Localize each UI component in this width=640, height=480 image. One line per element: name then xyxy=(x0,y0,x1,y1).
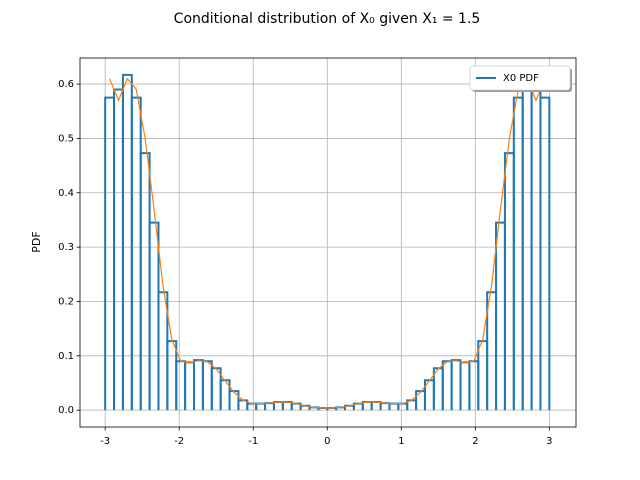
y-tick-label: 0.2 xyxy=(58,296,74,307)
x-tick-label: 3 xyxy=(546,436,552,447)
y-tick-label: 0.6 xyxy=(58,79,74,90)
plot-frame xyxy=(79,57,577,428)
x-tick-label: 1 xyxy=(398,436,404,447)
legend xyxy=(469,65,571,91)
y-tick-label: 0.3 xyxy=(58,242,74,253)
y-tick-label: 0.5 xyxy=(58,133,74,144)
legend-label: X0 PDF xyxy=(503,73,539,84)
x-tick-label: 2 xyxy=(472,436,478,447)
x-tick-label: -3 xyxy=(100,436,110,447)
histogram-bar xyxy=(539,96,551,411)
y-tick-label: 0.0 xyxy=(58,405,74,416)
y-tick-label: 0.4 xyxy=(58,188,74,199)
pdf-curve xyxy=(109,77,546,409)
y-axis-label: PDF xyxy=(30,231,43,252)
x-tick-label: -1 xyxy=(248,436,258,447)
y-tick-label: 0.1 xyxy=(58,351,74,362)
chart-title: Conditional distribution of X₀ given X₁ … xyxy=(174,11,481,27)
x-tick-label: 0 xyxy=(324,436,330,447)
x-tick-label: -2 xyxy=(174,436,184,447)
